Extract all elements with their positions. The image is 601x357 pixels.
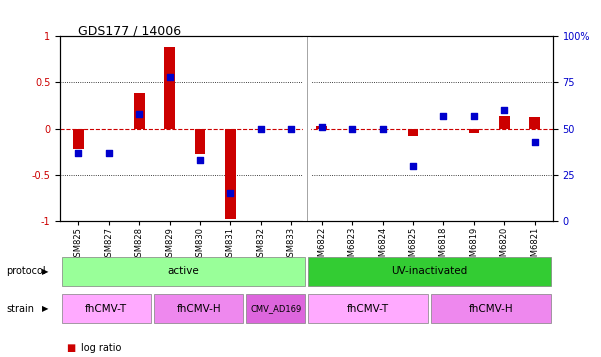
Text: fhCMV-T: fhCMV-T xyxy=(347,304,389,314)
FancyBboxPatch shape xyxy=(154,294,243,323)
Bar xyxy=(407,129,418,136)
Bar xyxy=(469,129,479,133)
FancyBboxPatch shape xyxy=(62,294,151,323)
Point xyxy=(408,163,418,169)
Bar xyxy=(195,129,206,154)
Text: UV-inactivated: UV-inactivated xyxy=(392,266,468,276)
Bar xyxy=(134,93,144,129)
Bar xyxy=(499,116,510,129)
Point xyxy=(439,113,448,119)
Point xyxy=(195,157,205,163)
Point xyxy=(347,126,357,131)
Text: CMV_AD169: CMV_AD169 xyxy=(250,304,301,313)
Point xyxy=(530,139,540,144)
Text: fhCMV-H: fhCMV-H xyxy=(469,304,514,314)
FancyBboxPatch shape xyxy=(308,257,551,286)
Text: ■: ■ xyxy=(66,343,75,353)
Text: protocol: protocol xyxy=(6,266,46,276)
Point xyxy=(287,126,296,131)
FancyBboxPatch shape xyxy=(308,294,428,323)
Bar xyxy=(529,117,540,129)
Point xyxy=(225,191,235,196)
Text: active: active xyxy=(168,266,199,276)
Bar xyxy=(73,129,84,149)
Text: strain: strain xyxy=(6,304,34,314)
Text: fhCMV-T: fhCMV-T xyxy=(85,304,127,314)
Point xyxy=(256,126,266,131)
FancyBboxPatch shape xyxy=(432,294,551,323)
Point xyxy=(104,150,114,156)
Point xyxy=(317,124,326,130)
Point xyxy=(469,113,478,119)
FancyBboxPatch shape xyxy=(246,294,305,323)
FancyBboxPatch shape xyxy=(62,257,305,286)
Point xyxy=(499,107,509,113)
Bar xyxy=(164,47,175,129)
Text: log ratio: log ratio xyxy=(81,343,121,353)
Bar xyxy=(316,126,327,129)
Point xyxy=(165,74,174,79)
Text: ▶: ▶ xyxy=(42,304,48,313)
Point xyxy=(378,126,388,131)
Point xyxy=(73,150,83,156)
Text: GDS177 / 14006: GDS177 / 14006 xyxy=(78,25,182,38)
Bar xyxy=(225,129,236,218)
Point xyxy=(135,111,144,116)
Text: ▶: ▶ xyxy=(42,267,48,276)
Text: fhCMV-H: fhCMV-H xyxy=(176,304,221,314)
